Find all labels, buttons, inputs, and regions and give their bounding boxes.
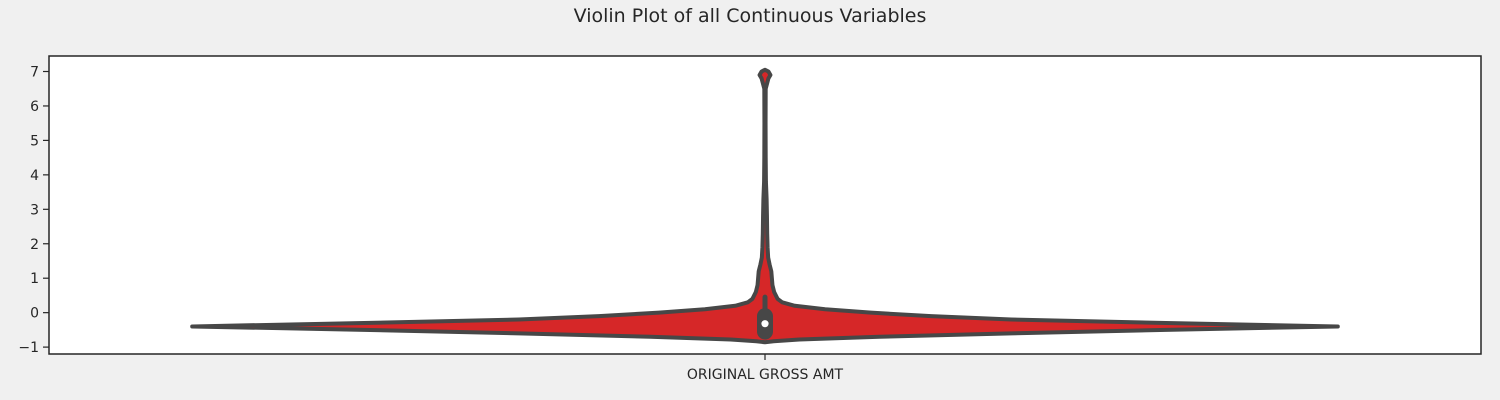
y-tick-label: 4 <box>30 168 39 184</box>
x-tick-label: ORIGINAL GROSS AMT <box>687 367 844 383</box>
violin-body <box>190 67 1340 345</box>
axes-frame <box>48 55 1482 355</box>
chart-title: Violin Plot of all Continuous Variables <box>574 5 927 27</box>
y-tick-label: −1 <box>18 340 39 356</box>
y-tick-label: 6 <box>30 99 39 115</box>
y-tick-label: 5 <box>30 133 39 149</box>
y-tick-label: 2 <box>30 237 39 253</box>
plot-area: −1 0 1 2 3 4 5 6 7 ORIGINAL GROSS AMT <box>18 55 1482 383</box>
violin-median <box>761 320 769 328</box>
y-tick-label: 7 <box>30 65 39 81</box>
y-tick-label: 1 <box>30 271 39 287</box>
y-tick-label: 0 <box>30 306 39 322</box>
y-tick-label: 3 <box>30 202 39 218</box>
